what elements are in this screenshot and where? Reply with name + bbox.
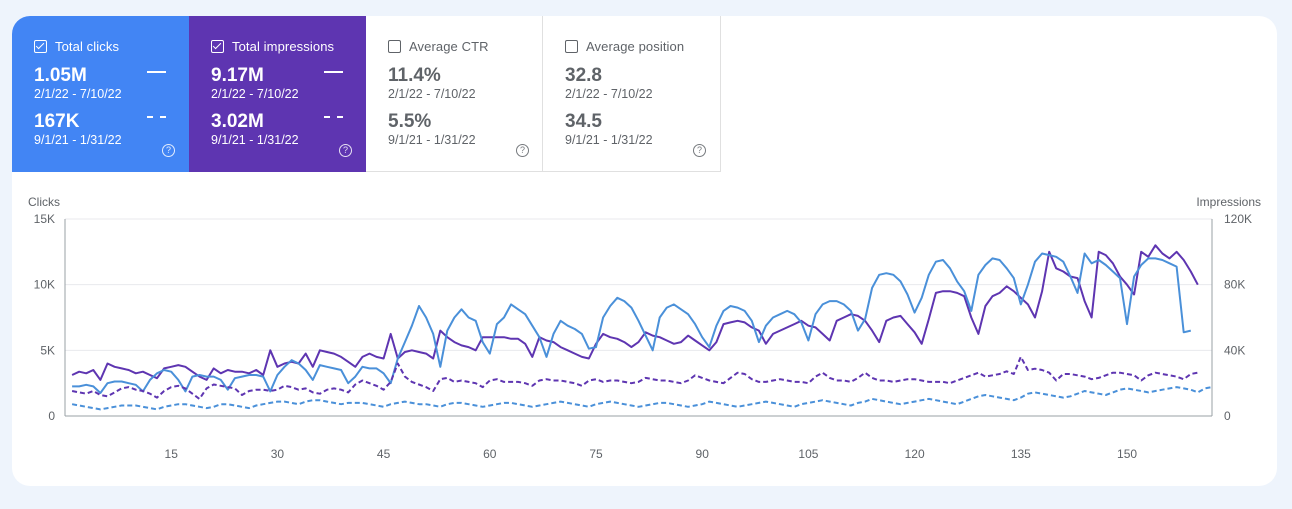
x-tick-label: 75: [589, 447, 603, 461]
checkbox-checked-icon[interactable]: [34, 40, 47, 53]
y-tick-label-left: 15K: [34, 212, 55, 226]
metric-current-value: 1.05M: [34, 65, 87, 86]
x-tick-label: 90: [696, 447, 710, 461]
help-icon[interactable]: ?: [162, 144, 175, 157]
metric-current-value: 32.8: [565, 65, 602, 86]
checkbox-checked-icon[interactable]: [211, 40, 224, 53]
metric-header: Total impressions: [211, 39, 334, 54]
x-tick-label: 105: [798, 447, 818, 461]
chart-ticks: 0 0 5K 40K 10K 80K 15K 120K 15 30 45 60 75 90 105 120 13…: [34, 212, 1252, 461]
y-tick-label-right: 40K: [1224, 343, 1245, 357]
metric-header: Total clicks: [34, 39, 119, 54]
metric-header: Average position: [565, 39, 684, 54]
solid-line-legend-icon: [324, 71, 343, 73]
metric-previous-range: 9/1/21 - 1/31/22: [211, 133, 299, 147]
x-tick-label: 150: [1117, 447, 1137, 461]
metric-label: Total impressions: [232, 39, 335, 54]
solid-line-legend-icon: [147, 71, 166, 73]
performance-line-chart[interactable]: Clicks Impressions 0 0 5K 40K 10K 80K 15K 120K 1…: [12, 16, 1277, 486]
y-tick-label-left: 0: [48, 409, 55, 423]
help-icon[interactable]: ?: [339, 144, 352, 157]
x-tick-label: 30: [271, 447, 285, 461]
metric-card-total-clicks[interactable]: Total clicks 1.05M 2/1/22 - 7/10/22 167K…: [12, 16, 189, 172]
metric-current-range: 2/1/22 - 7/10/22: [565, 87, 653, 101]
metric-card-total-impressions[interactable]: Total impressions 9.17M 2/1/22 - 7/10/22…: [189, 16, 366, 172]
x-tick-label: 60: [483, 447, 497, 461]
metric-card-average-position[interactable]: Average position 32.8 2/1/22 - 7/10/22 3…: [543, 16, 721, 172]
y-tick-label-left: 10K: [34, 278, 55, 292]
metric-label: Average CTR: [409, 39, 489, 54]
help-icon[interactable]: ?: [516, 144, 529, 157]
metric-cards: Total clicks 1.05M 2/1/22 - 7/10/22 167K…: [12, 16, 721, 172]
x-tick-label: 15: [165, 447, 179, 461]
metric-current-range: 2/1/22 - 7/10/22: [34, 87, 122, 101]
metric-current-value: 11.4%: [388, 65, 441, 86]
chart-series: [71, 244, 1213, 411]
series-line-previous: [71, 386, 1213, 411]
y-axis-label-impressions: Impressions: [1196, 195, 1261, 209]
metric-current-range: 2/1/22 - 7/10/22: [211, 87, 299, 101]
x-tick-label: 120: [905, 447, 925, 461]
metric-previous-value: 167K: [34, 111, 80, 132]
performance-panel: Total clicks 1.05M 2/1/22 - 7/10/22 167K…: [12, 16, 1277, 486]
y-tick-label-left: 5K: [40, 343, 55, 357]
help-icon[interactable]: ?: [693, 144, 706, 157]
series-line-current: [71, 244, 1199, 381]
metric-previous-value: 3.02M: [211, 111, 264, 132]
y-tick-label-right: 0: [1224, 409, 1231, 423]
metric-header: Average CTR: [388, 39, 489, 54]
series-line-current: [72, 252, 1192, 394]
series-line-previous: [71, 355, 1198, 400]
metric-label: Total clicks: [55, 39, 120, 54]
metric-previous-range: 9/1/21 - 1/31/22: [565, 133, 653, 147]
metric-current-range: 2/1/22 - 7/10/22: [388, 87, 476, 101]
metric-previous-range: 9/1/21 - 1/31/22: [388, 133, 476, 147]
metric-previous-range: 9/1/21 - 1/31/22: [34, 133, 122, 147]
chart-grid: [64, 218, 1213, 417]
x-tick-label: 135: [1011, 447, 1031, 461]
x-tick-label: 45: [377, 447, 391, 461]
metric-current-value: 9.17M: [211, 65, 264, 86]
checkbox-unchecked-icon[interactable]: [388, 40, 401, 53]
y-tick-label-right: 120K: [1224, 212, 1252, 226]
metric-previous-value: 5.5%: [388, 111, 432, 132]
metric-previous-value: 34.5: [565, 111, 602, 132]
dashed-line-legend-icon: [324, 116, 343, 118]
dashed-line-legend-icon: [147, 116, 166, 118]
y-tick-label-right: 80K: [1224, 278, 1245, 292]
metric-card-average-ctr[interactable]: Average CTR 11.4% 2/1/22 - 7/10/22 5.5% …: [366, 16, 543, 172]
checkbox-unchecked-icon[interactable]: [565, 40, 578, 53]
metric-label: Average position: [586, 39, 685, 54]
y-axis-label-clicks: Clicks: [28, 195, 60, 209]
